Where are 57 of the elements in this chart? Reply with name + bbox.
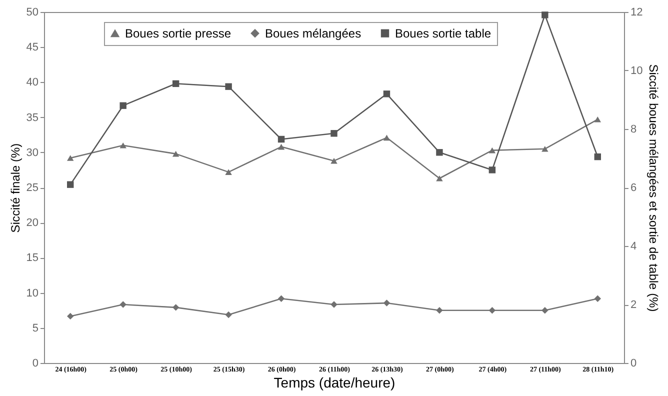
point — [278, 136, 285, 143]
point — [67, 155, 74, 161]
y-tick-label: 50 — [26, 6, 38, 18]
legend-label: Boues sortie presse — [125, 26, 232, 40]
legend-label: Boues mélangées — [265, 26, 362, 40]
point — [594, 153, 601, 160]
point — [120, 102, 126, 109]
point — [225, 169, 232, 175]
point — [172, 150, 180, 157]
legend-label: Boues sortie table — [395, 26, 492, 40]
point — [330, 158, 338, 164]
point — [120, 142, 126, 148]
y2-tick-label: 12 — [630, 6, 643, 18]
y2-tick-label: 4 — [630, 240, 637, 252]
point — [278, 144, 285, 150]
point — [436, 306, 443, 314]
x-axis-title: Temps (date/heure) — [274, 374, 396, 390]
y2-axis-title: Siccité boues mélangées et sortie de table (%) — [646, 64, 661, 312]
point — [383, 300, 390, 306]
y-tick-label: 45 — [26, 42, 38, 54]
point — [594, 116, 601, 122]
point — [488, 306, 496, 314]
y-tick-label: 0 — [32, 358, 38, 370]
y-tick-label: 5 — [32, 322, 38, 334]
y-tick-label: 10 — [26, 287, 38, 300]
point — [67, 181, 74, 188]
point — [436, 175, 443, 182]
point — [120, 301, 126, 308]
point — [542, 12, 548, 18]
point — [436, 149, 443, 156]
y-tick-label: 15 — [26, 252, 38, 264]
y-tick-label: 25 — [26, 182, 38, 194]
y2-tick-label: 0 — [630, 358, 637, 370]
point — [488, 166, 496, 174]
point — [330, 130, 338, 137]
point — [278, 295, 285, 302]
point — [594, 295, 601, 302]
point — [172, 304, 180, 311]
y2-tick-label: 10 — [630, 65, 643, 77]
point — [330, 301, 338, 308]
y-tick-label: 20 — [26, 217, 38, 230]
y-tick-label: 35 — [26, 112, 38, 124]
point — [172, 80, 180, 88]
point — [542, 306, 548, 314]
y-axis-title: Siccité finale (%) — [8, 143, 22, 233]
point — [67, 312, 74, 320]
point — [542, 146, 548, 152]
y-tick-label: 40 — [26, 76, 38, 89]
point — [383, 134, 390, 141]
point — [488, 147, 496, 154]
point — [225, 83, 232, 90]
y2-tick-label: 2 — [630, 299, 637, 311]
y-tick-label: 30 — [26, 146, 38, 159]
y2-tick-label: 8 — [630, 124, 637, 136]
y2-tick-label: 6 — [630, 182, 637, 194]
point — [225, 311, 232, 318]
point — [383, 90, 390, 98]
